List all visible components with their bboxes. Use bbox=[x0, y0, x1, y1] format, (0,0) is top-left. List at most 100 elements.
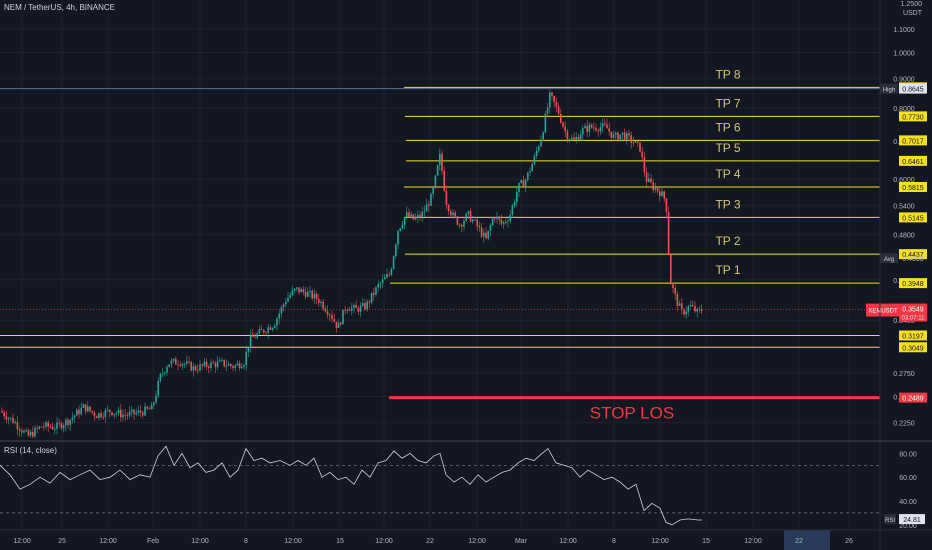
candle-body bbox=[157, 380, 159, 396]
time-tick-label: 12:00 bbox=[559, 538, 577, 545]
candle-body bbox=[307, 291, 309, 297]
price-axis[interactable]: 1.10001.00000.90000.80000.70000.60000.54… bbox=[866, 27, 927, 530]
candle-body bbox=[388, 274, 390, 276]
rsi-value-bg bbox=[899, 514, 925, 525]
rsi-tick-label: 20.00 bbox=[899, 523, 917, 530]
candle-body bbox=[700, 309, 703, 312]
candle-body bbox=[557, 106, 560, 114]
currency-code: USDT bbox=[902, 10, 922, 17]
candle-body bbox=[232, 366, 234, 369]
candle-body bbox=[621, 132, 624, 135]
candle-body bbox=[439, 153, 441, 166]
candle-body bbox=[210, 362, 212, 369]
candle-body bbox=[324, 308, 327, 312]
candle-body bbox=[40, 426, 43, 428]
currency-top-tick: 1.2500 bbox=[900, 1, 922, 8]
candle-body bbox=[518, 182, 520, 192]
candle-body bbox=[153, 402, 155, 405]
candle-body bbox=[645, 172, 648, 182]
time-tick-label: 12:00 bbox=[284, 538, 302, 545]
candle-body bbox=[412, 214, 415, 220]
candle-body bbox=[353, 304, 355, 308]
candle-body bbox=[5, 416, 8, 420]
candle-body bbox=[683, 309, 685, 315]
candle-body bbox=[670, 254, 672, 285]
candle-body bbox=[78, 409, 80, 415]
candle-body bbox=[54, 429, 56, 430]
rsi-tag: RSI bbox=[885, 518, 895, 524]
candle-body bbox=[104, 410, 107, 418]
candle-body bbox=[139, 410, 142, 413]
time-tick-label: 15 bbox=[702, 538, 710, 545]
candle-body bbox=[102, 416, 104, 418]
candle-body bbox=[18, 429, 21, 431]
candle-body bbox=[601, 123, 604, 128]
candle-body bbox=[502, 221, 505, 224]
candle-body bbox=[177, 364, 179, 366]
candle-body bbox=[562, 122, 564, 127]
rsi-title[interactable]: RSI (14, close) bbox=[4, 446, 57, 455]
time-axis[interactable]: 12:00 25 12:00 Feb 12:00 8 12:00 15 12:00 22 12:00… bbox=[13, 538, 853, 545]
time-tick-label: 26 bbox=[845, 538, 853, 545]
candle-body bbox=[221, 359, 223, 361]
candle-body bbox=[397, 230, 399, 245]
candle-body bbox=[254, 336, 256, 338]
symbol-title[interactable]: NEM / TetherUS, 4h, BINANCE bbox=[4, 3, 115, 12]
candle-body bbox=[175, 358, 177, 365]
candle-body bbox=[43, 426, 45, 428]
tp-label: TP 8 bbox=[715, 67, 740, 81]
candle-body bbox=[318, 299, 320, 304]
candle-body bbox=[375, 287, 377, 295]
candle-body bbox=[34, 427, 36, 437]
candle-body bbox=[315, 293, 318, 300]
candle-body bbox=[489, 225, 492, 231]
candle-body bbox=[98, 413, 100, 419]
candle-body bbox=[36, 427, 38, 429]
candle-body bbox=[566, 131, 569, 140]
candle-body bbox=[245, 351, 247, 366]
candle-body bbox=[16, 422, 19, 430]
candle-body bbox=[399, 228, 401, 231]
candle-body bbox=[384, 277, 386, 280]
levels-layer: TP 8 TP 7 TP 6 TP 5 TP 4 TP 3 TP 2 TP 1 STOP LOS bbox=[0, 67, 880, 423]
candle-body bbox=[80, 407, 82, 415]
candle-body bbox=[128, 411, 131, 416]
price-tick-label: 0.2750 bbox=[893, 371, 915, 378]
candle-body bbox=[67, 419, 69, 425]
rsi-tag-bg bbox=[884, 514, 896, 525]
candle-body bbox=[278, 313, 280, 319]
candle-body bbox=[355, 304, 357, 308]
candle-body bbox=[76, 409, 78, 416]
candle-body bbox=[546, 107, 549, 114]
candle-body bbox=[443, 170, 445, 191]
candle-body bbox=[674, 288, 676, 294]
candle-body bbox=[241, 366, 243, 369]
candle-body bbox=[265, 332, 267, 334]
support-price-badge-bg bbox=[899, 342, 927, 353]
candle-body bbox=[509, 214, 511, 221]
candle-body bbox=[340, 322, 342, 325]
candle-body bbox=[260, 329, 263, 331]
candle-body bbox=[575, 136, 577, 140]
candle-body bbox=[84, 404, 87, 412]
current-price: 0.3549 bbox=[902, 307, 924, 314]
candle-body bbox=[333, 318, 335, 322]
candle-body bbox=[531, 163, 533, 172]
candle-body bbox=[146, 406, 148, 409]
candle-body bbox=[632, 142, 635, 144]
candle-body bbox=[648, 178, 650, 182]
candle-body bbox=[366, 301, 368, 310]
time-tick-label: 22 bbox=[795, 538, 803, 545]
candle-body bbox=[280, 307, 283, 314]
candle-body bbox=[370, 292, 373, 303]
candle-body bbox=[155, 395, 157, 403]
candle-body bbox=[544, 113, 547, 133]
candle-body bbox=[450, 211, 452, 216]
candle-body bbox=[623, 132, 626, 140]
candle-body bbox=[113, 413, 115, 416]
candle-body bbox=[161, 373, 164, 375]
candle-body bbox=[689, 305, 692, 307]
candle-body bbox=[89, 406, 91, 411]
candle-body bbox=[513, 202, 516, 206]
